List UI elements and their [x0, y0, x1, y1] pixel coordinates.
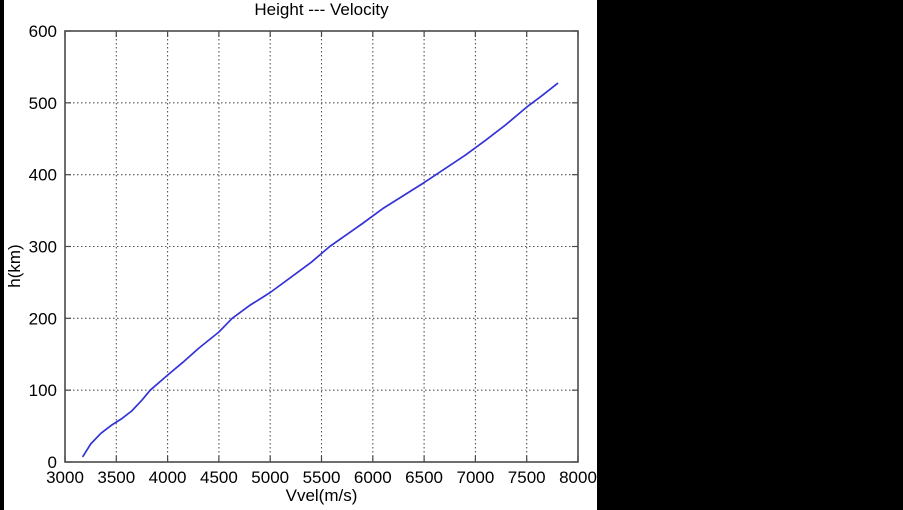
y-tick-labels: 0 100 200 300 400 500 600 [29, 22, 57, 472]
y-tick-label: 0 [48, 453, 57, 472]
height-velocity-line [82, 82, 559, 458]
grid [65, 31, 578, 462]
y-tick-label: 300 [29, 238, 57, 257]
x-tick-label: 6500 [405, 468, 443, 487]
x-tick-label: 8000 [559, 468, 597, 487]
black-panel-right [597, 0, 903, 510]
y-tick-label: 100 [29, 381, 57, 400]
chart-title: Height --- Velocity [254, 0, 389, 19]
axis-ticks [64, 30, 579, 463]
x-tick-label: 3000 [46, 468, 84, 487]
y-tick-label: 600 [29, 22, 57, 41]
y-tick-label: 200 [29, 309, 57, 328]
x-axis-label: Vvel(m/s) [286, 486, 358, 505]
y-tick-label: 500 [29, 94, 57, 113]
x-tick-label: 6000 [354, 468, 392, 487]
figure-canvas: 3000 3500 4000 4500 5000 5500 6000 6500 7000 7500… [5, 0, 597, 505]
y-axis-label: h(km) [5, 244, 24, 287]
x-tick-label: 3500 [97, 468, 135, 487]
x-tick-label: 5500 [303, 468, 341, 487]
x-tick-label: 4000 [149, 468, 187, 487]
x-tick-label: 7500 [508, 468, 546, 487]
figure-area: 3000 3500 4000 4500 5000 5500 6000 6500 7000 7500… [4, 0, 597, 510]
x-tick-labels: 3000 3500 4000 4500 5000 5500 6000 6500 7000 7500… [46, 468, 597, 487]
x-tick-label: 5000 [251, 468, 289, 487]
x-tick-label: 7000 [456, 468, 494, 487]
x-tick-label: 4500 [200, 468, 238, 487]
y-tick-label: 400 [29, 166, 57, 185]
